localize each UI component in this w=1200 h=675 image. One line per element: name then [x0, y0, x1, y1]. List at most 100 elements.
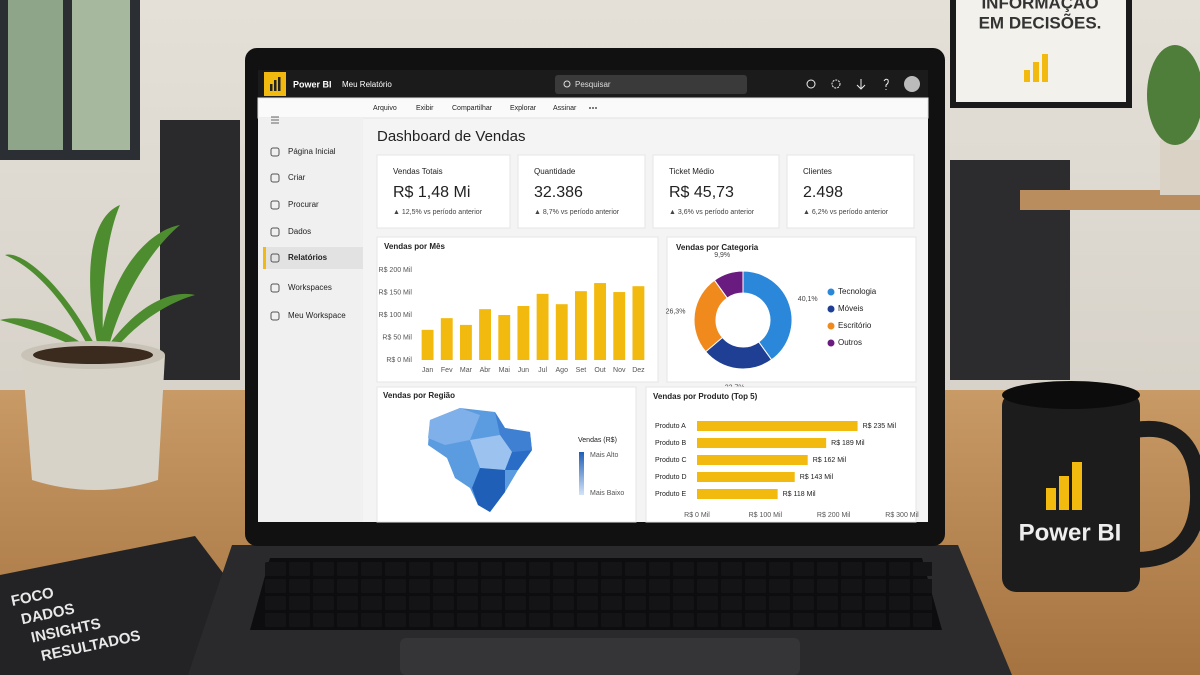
y-tick-label: R$ 0 Mil	[386, 357, 412, 364]
bar[interactable]	[459, 324, 472, 360]
mug-text: Power BI	[1019, 519, 1122, 546]
x-tick-label: Fev	[441, 367, 453, 374]
mug-logo	[1046, 488, 1056, 510]
bar[interactable]	[697, 472, 795, 482]
menu-item[interactable]: Assinar	[553, 105, 577, 112]
legend-label[interactable]: Outros	[838, 338, 862, 347]
page-title: Dashboard de Vendas	[377, 128, 525, 145]
y-tick-label: R$ 200 Mil	[379, 267, 413, 274]
poster-icon	[1042, 54, 1048, 82]
value-label: 9,9%	[714, 252, 730, 259]
sidebar-icon	[270, 311, 280, 321]
sidebar-icon	[270, 227, 280, 237]
plant-pot	[22, 355, 165, 490]
bar[interactable]	[440, 318, 453, 360]
download-icon[interactable]	[856, 79, 866, 90]
report-name[interactable]: Meu Relatório	[342, 80, 392, 89]
settings-icon[interactable]	[831, 79, 841, 89]
trackpad	[400, 638, 800, 675]
mug-top	[1002, 381, 1140, 409]
menu-item[interactable]: Arquivo	[373, 105, 397, 112]
bar[interactable]	[536, 293, 549, 360]
donut-slice[interactable]	[713, 270, 744, 299]
x-tick-label: Mar	[460, 367, 473, 374]
x-tick-label: Set	[576, 367, 587, 374]
bar[interactable]	[697, 438, 827, 448]
map-legend-scale	[579, 452, 584, 495]
search-box[interactable]	[555, 75, 747, 94]
legend-swatch[interactable]	[827, 322, 835, 330]
collapse-icon[interactable]	[271, 116, 279, 124]
search-icon	[563, 80, 571, 88]
kpi-value: R$ 1,48 Mi	[393, 184, 470, 201]
mug-logo	[1059, 476, 1069, 510]
soil	[33, 346, 153, 364]
keyboard	[262, 560, 932, 628]
poster-text: INFORMAÇÃO	[981, 0, 1098, 12]
y-category-label: Produto D	[655, 474, 687, 481]
more-icon[interactable]	[595, 107, 597, 109]
map-legend-high: Mais Alto	[590, 452, 619, 459]
avatar[interactable]	[904, 76, 920, 92]
legend-swatch[interactable]	[827, 339, 835, 347]
y-category-label: Produto E	[655, 491, 686, 498]
sidebar-icon	[270, 253, 280, 263]
bar[interactable]	[498, 315, 511, 360]
region	[495, 412, 532, 452]
kpi-value: 2.498	[803, 184, 843, 201]
bar[interactable]	[555, 304, 568, 360]
bar[interactable]	[421, 329, 434, 360]
x-tick-label: R$ 0 Mil	[684, 512, 710, 519]
sidebar-item[interactable]: Meu Workspace	[288, 311, 346, 320]
notifications-icon[interactable]	[806, 79, 816, 89]
logo-bar	[278, 77, 281, 91]
bar[interactable]	[632, 286, 645, 360]
menu-item[interactable]: Exibir	[416, 105, 434, 112]
plant	[1147, 45, 1200, 145]
kpi-label: Ticket Médio	[669, 167, 715, 176]
legend-label[interactable]: Tecnologia	[838, 287, 877, 296]
legend-swatch[interactable]	[827, 288, 835, 296]
poster-icon	[1024, 70, 1030, 82]
bar[interactable]	[697, 455, 808, 465]
mug-logo	[1072, 462, 1082, 510]
legend-swatch[interactable]	[827, 305, 835, 313]
bar[interactable]	[697, 421, 858, 431]
y-tick-label: R$ 50 Mil	[382, 334, 412, 341]
x-tick-label: Jul	[538, 367, 547, 374]
help-icon[interactable]	[883, 78, 889, 90]
bar[interactable]	[697, 489, 778, 499]
legend-label[interactable]: Escritório	[838, 321, 872, 330]
y-tick-label: R$ 100 Mil	[379, 312, 413, 319]
kpi-delta: ▲ 3,6% vs período anterior	[669, 209, 755, 216]
menu-item[interactable]: Explorar	[510, 105, 537, 112]
bar[interactable]	[517, 306, 530, 360]
region	[505, 450, 532, 470]
bar[interactable]	[613, 292, 626, 360]
sidebar-item[interactable]: Criar	[288, 173, 306, 182]
sidebar-item[interactable]: Página Inicial	[288, 147, 336, 156]
value-label: 26,3%	[666, 309, 686, 316]
value-label: R$ 162 Mil	[813, 457, 847, 464]
kpi-card	[517, 154, 646, 229]
mug	[1002, 392, 1140, 592]
card-title: Vendas por Mês	[384, 242, 445, 251]
legend-label[interactable]: Móveis	[838, 304, 863, 313]
region	[470, 435, 512, 470]
region	[472, 468, 505, 512]
more-icon[interactable]	[592, 107, 594, 109]
sidebar-item[interactable]: Workspaces	[288, 283, 332, 292]
kpi-label: Clientes	[803, 167, 832, 176]
poster	[956, 0, 1126, 102]
sidebar-item[interactable]: Procurar	[288, 200, 319, 209]
more-icon[interactable]	[589, 107, 591, 109]
donut-slice[interactable]	[742, 270, 793, 361]
bar[interactable]	[479, 309, 492, 360]
bar[interactable]	[574, 291, 587, 360]
kpi-card	[786, 154, 915, 229]
plant-pot	[1160, 140, 1200, 195]
sidebar-item[interactable]: Relatórios	[288, 253, 328, 262]
bar[interactable]	[594, 283, 607, 360]
sidebar-item[interactable]: Dados	[288, 227, 311, 236]
menu-item[interactable]: Compartilhar	[452, 105, 493, 112]
